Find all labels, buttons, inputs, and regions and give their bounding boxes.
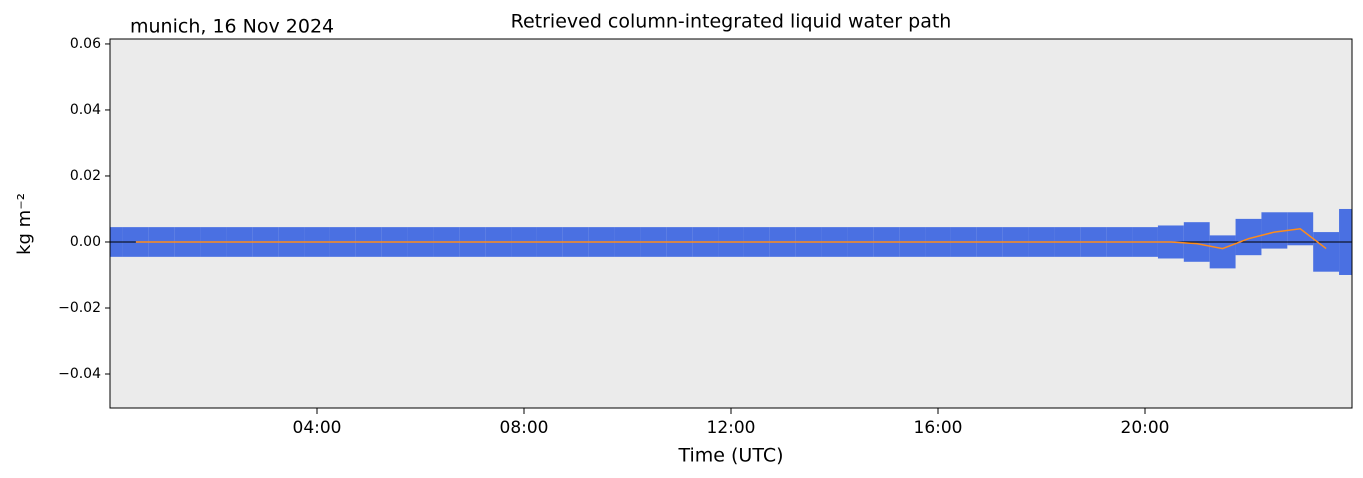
data-band xyxy=(1209,235,1236,269)
data-band xyxy=(1313,232,1340,272)
y-tick-label: 0.04 xyxy=(70,102,101,118)
x-tick-label: 12:00 xyxy=(707,418,756,438)
y-tick-label: 0.00 xyxy=(70,234,101,250)
y-tick-label: 0.02 xyxy=(70,168,101,184)
y-tick-label: 0.06 xyxy=(70,36,101,52)
plot-background xyxy=(110,39,1352,408)
x-axis-label: Time (UTC) xyxy=(677,445,783,467)
y-axis-label: kg m⁻² xyxy=(14,193,35,255)
y-tick-label: −0.04 xyxy=(58,366,101,382)
chart-subtitle: munich, 16 Nov 2024 xyxy=(130,16,334,38)
x-tick-label: 04:00 xyxy=(293,418,342,438)
chart-title: Retrieved column-integrated liquid water… xyxy=(511,11,952,33)
x-tick-label: 16:00 xyxy=(914,418,963,438)
smoothed-line xyxy=(135,227,1327,250)
plot-frame xyxy=(109,38,1353,409)
x-tick-label: 20:00 xyxy=(1121,418,1170,438)
y-tick-label: −0.02 xyxy=(58,300,101,316)
x-tick-label: 08:00 xyxy=(500,418,549,438)
